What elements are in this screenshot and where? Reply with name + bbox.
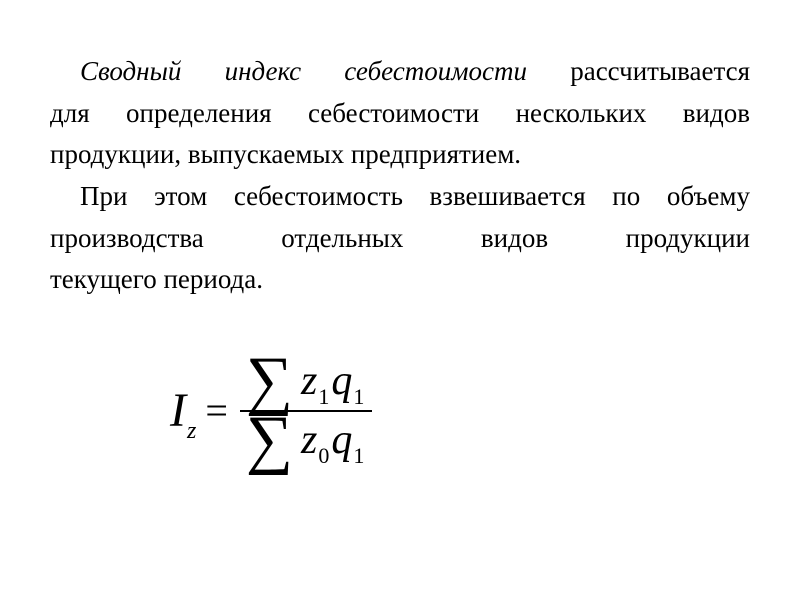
numerator-term: z 1 q 1	[301, 357, 366, 405]
den-sub1: 0	[318, 443, 329, 469]
sum-icon: ∑	[246, 414, 293, 467]
p2-l1-text: При этом себестоимость взвешивается по о…	[80, 181, 750, 211]
document-page: Сводный индекс себестоимости рассчитывае…	[0, 0, 800, 600]
denominator: ∑ z 0 q 1	[240, 412, 372, 469]
num-sub2: 1	[353, 384, 364, 410]
formula: I z = ∑ z 1 q 1 ∑ z 0 q 1	[170, 353, 750, 469]
formula-lhs: I z	[170, 383, 195, 438]
equals-sign: =	[205, 387, 228, 434]
den-sub2: 1	[353, 443, 364, 469]
paragraph-2-line-3: текущего периода.	[50, 262, 750, 298]
paragraph-1-line-3: продукции, выпускаемых предприятием.	[50, 137, 750, 173]
paragraph-2-line-2: производства отдельных видов продукции	[50, 221, 750, 257]
sum-icon: ∑	[246, 355, 293, 408]
num-sub1: 1	[318, 384, 329, 410]
p1-rest-1: рассчитывается	[527, 56, 750, 86]
den-var2: q	[331, 416, 352, 464]
paragraph-1-line-2: для определения себестоимости нескольких…	[50, 96, 750, 132]
numerator: ∑ z 1 q 1	[240, 353, 372, 410]
term-italic: Сводный индекс себестоимости	[80, 56, 527, 86]
fraction: ∑ z 1 q 1 ∑ z 0 q 1	[240, 353, 372, 469]
lhs-symbol: I	[170, 383, 186, 438]
paragraph-1-line-1: Сводный индекс себестоимости рассчитывае…	[50, 54, 750, 90]
num-var1: z	[301, 357, 317, 405]
paragraph-2-line-1: При этом себестоимость взвешивается по о…	[50, 179, 750, 215]
lhs-subscript: z	[187, 418, 196, 445]
num-var2: q	[331, 357, 352, 405]
denominator-term: z 0 q 1	[301, 416, 366, 464]
den-var1: z	[301, 416, 317, 464]
